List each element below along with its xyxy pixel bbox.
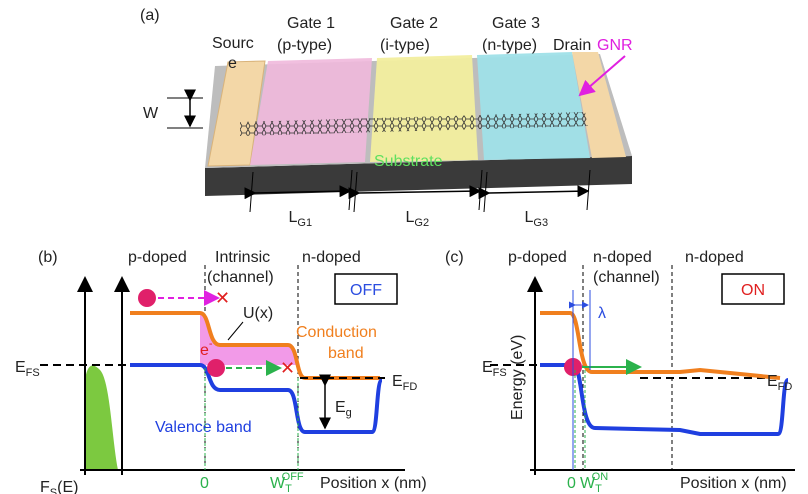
source-label: e — [228, 55, 237, 72]
panel-label: (b) — [38, 249, 58, 266]
electron — [207, 359, 225, 377]
valence-label: Valence band — [155, 419, 252, 436]
region-label: n-doped — [685, 249, 744, 266]
label-sup: ON — [592, 471, 609, 483]
label-sub: T — [285, 483, 292, 494]
region-label: Intrinsic — [215, 249, 270, 266]
y-axis-label: Energy (eV) — [509, 335, 526, 420]
label-main: e — [200, 342, 209, 359]
block-mark: ✕ — [280, 358, 295, 378]
panel-label: (c) — [445, 249, 464, 266]
label-sub: FS — [493, 367, 507, 379]
length-arrow — [489, 191, 588, 193]
wt-label: WTOFF — [270, 471, 304, 494]
label-sub: FD — [403, 381, 418, 393]
label-main: E — [767, 373, 778, 390]
efs-label: EFS — [15, 359, 40, 379]
state-label: OFF — [350, 282, 382, 299]
length-label: LG2 — [406, 209, 430, 229]
potential-label: U(x) — [243, 305, 273, 322]
efd-label: EFD — [392, 373, 417, 393]
label-main: L — [289, 209, 298, 226]
electron — [138, 289, 156, 307]
conduction-label: band — [328, 345, 364, 362]
label-main: E — [482, 359, 493, 376]
label-sub: G3 — [533, 217, 548, 229]
drain-label: Drain — [553, 37, 591, 54]
label-sup: - — [209, 338, 213, 350]
x-axis-label: Position x (nm) — [680, 475, 787, 492]
zero-label: 0 — [567, 475, 576, 492]
potential-pointer — [228, 322, 243, 340]
label-sup: OFF — [282, 471, 304, 483]
label-sub: G1 — [297, 217, 312, 229]
gate-type: (p-type) — [277, 37, 332, 54]
block-mark: ✕ — [215, 288, 230, 308]
label-sub: T — [595, 483, 602, 494]
gate-name: Gate 2 — [390, 15, 438, 32]
region-label: n-doped — [302, 249, 361, 266]
conduction-label: Conduction — [296, 324, 377, 341]
label-main: E — [392, 373, 403, 390]
efs-label: EFS — [482, 359, 507, 379]
gate-name: Gate 3 — [492, 15, 540, 32]
region-label: n-doped — [593, 249, 652, 266]
state-label: ON — [741, 282, 765, 299]
fermi-label: FS(E) — [40, 479, 78, 494]
label-main: E — [335, 399, 346, 416]
length-label: LG1 — [289, 209, 313, 229]
label-main: E — [15, 359, 26, 376]
length-label: LG3 — [525, 209, 549, 229]
label-sub: FS — [26, 367, 40, 379]
fermi-fill — [85, 366, 118, 470]
zero-label: 0 — [200, 475, 209, 492]
panel-label: (a) — [140, 7, 160, 24]
source-label: Sourc — [212, 35, 254, 52]
width-label: W — [143, 105, 159, 122]
gate-type: (n-type) — [482, 37, 537, 54]
figure: (a) Sourc e Gate 1 (p-type) Gate 2 (i-type)… — [0, 0, 808, 494]
label-sub: G2 — [414, 217, 429, 229]
x-axis-label: Position x (nm) — [320, 475, 427, 492]
device — [205, 52, 632, 196]
region-label: p-doped — [128, 249, 187, 266]
length-arrow — [359, 191, 480, 193]
label-sub: g — [346, 407, 352, 419]
substrate-label: Substrate — [374, 153, 443, 170]
region-label: (channel) — [593, 269, 660, 286]
gate-type: (i-type) — [380, 37, 430, 54]
region-label: p-doped — [508, 249, 567, 266]
wt-label: WTON — [580, 471, 608, 494]
label-main: F — [40, 479, 50, 494]
label-main: L — [406, 209, 415, 226]
label-sub: S — [50, 487, 57, 494]
eg-label: Eg — [335, 399, 352, 419]
gnr-label: GNR — [597, 37, 633, 54]
label-rest: (E) — [57, 479, 78, 494]
gate-name: Gate 1 — [287, 15, 335, 32]
lambda-label: λ — [598, 305, 606, 322]
label-main: L — [525, 209, 534, 226]
region-label: (channel) — [207, 269, 274, 286]
label-sub: FD — [778, 381, 793, 393]
